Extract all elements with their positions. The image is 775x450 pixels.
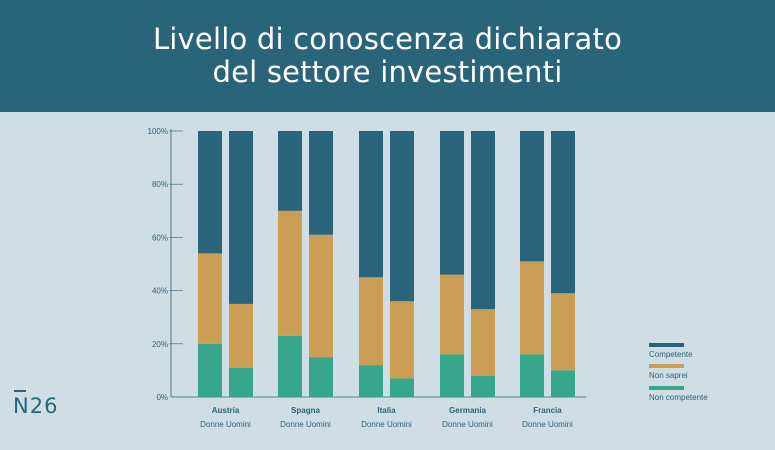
bar-segment-competente [309, 131, 333, 235]
bar-segment-non-saprei [390, 301, 414, 379]
n26-logo: N26 [13, 390, 59, 418]
bar-segment-competente [278, 131, 302, 211]
bar-segment-non-saprei [309, 234, 333, 358]
legend-swatch [649, 386, 684, 390]
chart-title-line-1: Livello di conoscenza dichiarato [152, 22, 623, 56]
legend-label: Non competente [649, 393, 708, 402]
header-banner: Livello di conoscenza dichiarato del set… [0, 0, 775, 112]
legend-swatch [649, 364, 684, 368]
x-country-label: Francia [533, 406, 562, 415]
bar-segment-competente [551, 131, 575, 294]
bar-segment-non-competente [390, 378, 414, 397]
x-country-label: Austria [212, 406, 240, 415]
x-gender-label: Donne Uomini [522, 420, 573, 429]
bar-segment-non-saprei [198, 253, 222, 344]
chart-title-line-2: del settore investimenti [212, 55, 563, 89]
bar-segment-non-competente [229, 367, 253, 397]
y-tick-label: 80% [152, 180, 168, 189]
bar-segment-non-competente [471, 375, 495, 397]
x-country-label: Germania [449, 406, 486, 415]
y-tick-label: 60% [152, 233, 168, 242]
logo-text: N26 [13, 394, 59, 418]
x-country-label: Spagna [291, 406, 320, 415]
bar-segment-non-saprei [551, 293, 575, 371]
logo-overline [14, 390, 26, 392]
bar-segment-non-competente [278, 335, 302, 397]
bar-segment-competente [359, 131, 383, 278]
legend-swatch [649, 343, 684, 347]
bar-segment-non-competente [198, 343, 222, 397]
bar-segment-competente [520, 131, 544, 262]
x-gender-label: Donne Uomini [200, 420, 251, 429]
y-tick-label: 100% [148, 127, 168, 136]
x-gender-label: Donne Uomini [280, 420, 331, 429]
bar-segment-competente [440, 131, 464, 275]
bar-segment-non-saprei [520, 261, 544, 355]
y-tick-label: 20% [152, 340, 168, 349]
x-gender-label: Donne Uomini [361, 420, 412, 429]
y-tick-label: 40% [152, 287, 168, 296]
bar-segment-non-competente [359, 365, 383, 397]
legend-label: Non saprei [649, 371, 688, 380]
bar-segment-non-competente [551, 370, 575, 397]
x-gender-label: Donne Uomini [442, 420, 493, 429]
bar-segment-non-saprei [229, 303, 253, 368]
bar-segment-competente [198, 131, 222, 254]
x-country-label: Italia [377, 406, 396, 415]
bar-segment-non-saprei [359, 277, 383, 366]
bar-segment-non-competente [440, 354, 464, 397]
bar-segment-competente [471, 131, 495, 310]
y-tick-label: 0% [156, 393, 168, 402]
bar-segment-non-competente [309, 357, 333, 397]
bar-segment-non-competente [520, 354, 544, 397]
bar-segment-non-saprei [440, 274, 464, 355]
bar-segment-non-saprei [471, 309, 495, 376]
bar-segment-competente [390, 131, 414, 302]
bar-segment-non-saprei [278, 210, 302, 336]
bar-segment-competente [229, 131, 253, 304]
legend-label: Competente [649, 350, 693, 359]
